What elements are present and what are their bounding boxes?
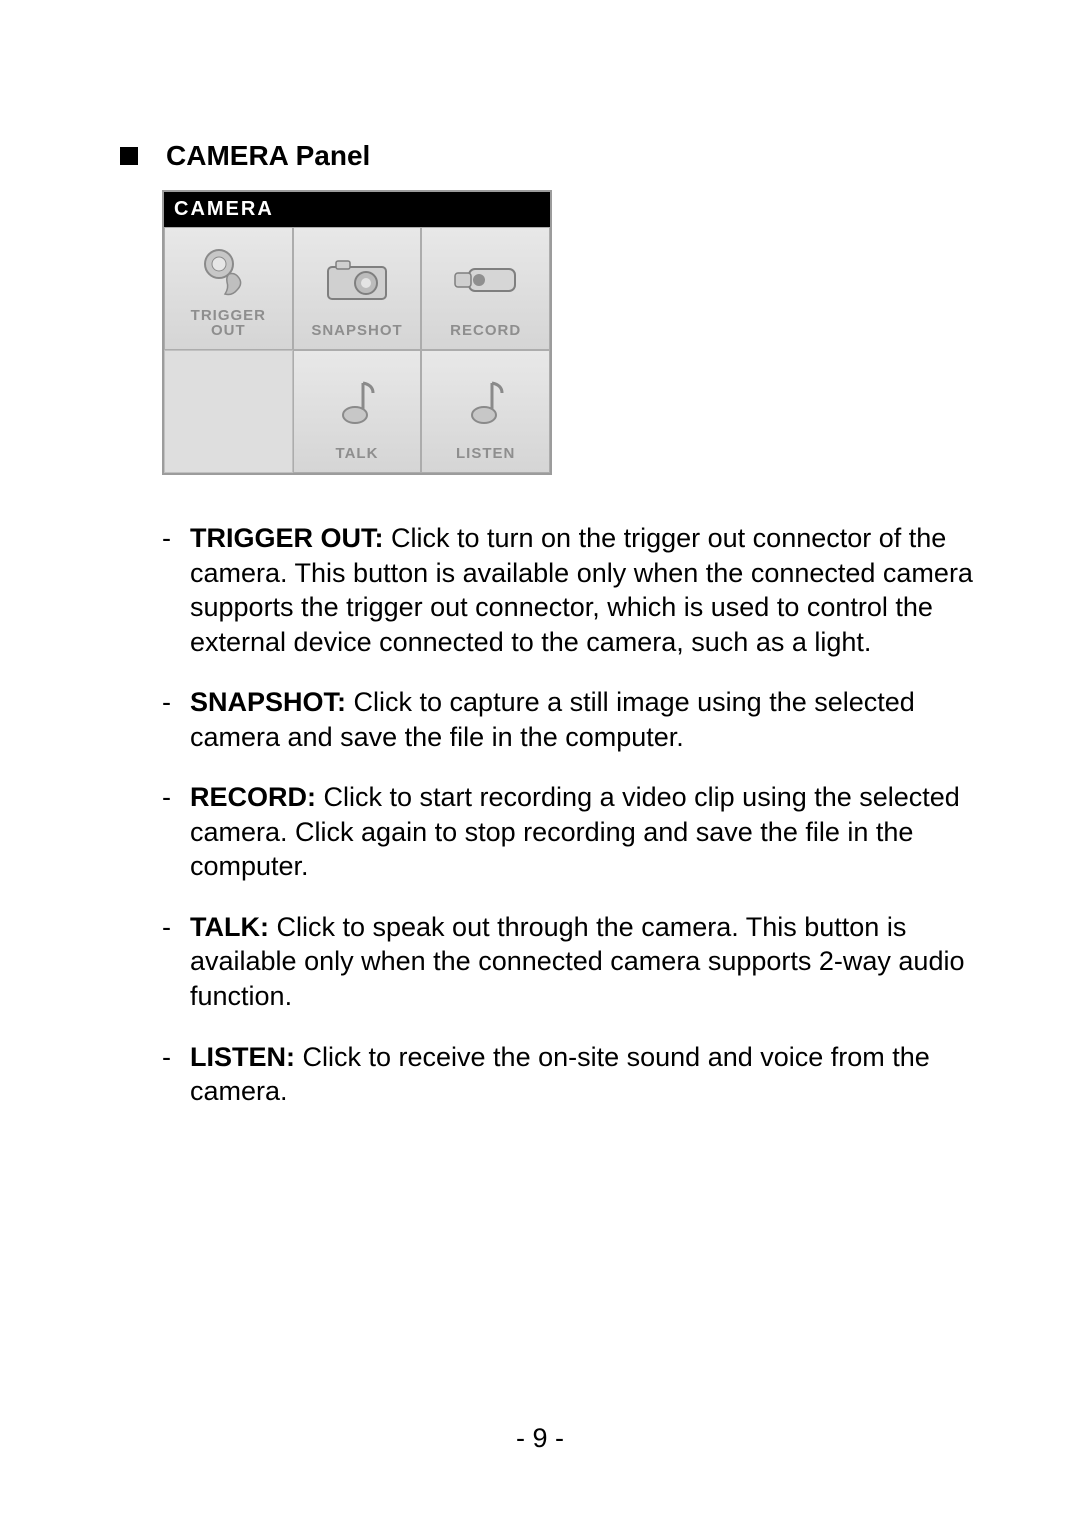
- talk-button[interactable]: TALK: [293, 350, 422, 473]
- section-heading: CAMERA Panel: [166, 140, 370, 172]
- talk-label: TALK: [336, 446, 379, 462]
- camera-panel-grid: TRIGGER OUT SNAPSHOT: [164, 227, 550, 473]
- list-item-body: TALK: Click to speak out through the cam…: [190, 910, 980, 1014]
- description-list: - TRIGGER OUT: Click to turn on the trig…: [110, 521, 980, 1109]
- list-item-body: RECORD: Click to start recording a video…: [190, 780, 980, 884]
- list-item-body: TRIGGER OUT: Click to turn on the trigge…: [190, 521, 980, 659]
- snapshot-icon: [298, 236, 417, 323]
- list-item-term: SNAPSHOT:: [190, 687, 346, 717]
- page-root: CAMERA Panel CAMERA TRIGGER OUT: [0, 0, 1080, 1109]
- list-item-term: LISTEN:: [190, 1042, 295, 1072]
- empty-cell: [164, 350, 293, 473]
- dash-bullet: -: [162, 685, 190, 754]
- talk-icon: [298, 359, 417, 446]
- trigger-out-button[interactable]: TRIGGER OUT: [164, 227, 293, 350]
- dash-bullet: -: [162, 910, 190, 1014]
- list-item: - LISTEN: Click to receive the on-site s…: [162, 1040, 980, 1109]
- list-item: - RECORD: Click to start recording a vid…: [162, 780, 980, 884]
- list-item: - TALK: Click to speak out through the c…: [162, 910, 980, 1014]
- listen-icon: [426, 359, 545, 446]
- dash-bullet: -: [162, 521, 190, 659]
- dash-bullet: -: [162, 780, 190, 884]
- section-heading-row: CAMERA Panel: [110, 140, 980, 172]
- page-number: - 9 -: [0, 1423, 1080, 1454]
- list-item-term: RECORD:: [190, 782, 316, 812]
- camera-panel: CAMERA TRIGGER OUT: [162, 190, 552, 475]
- snapshot-button[interactable]: SNAPSHOT: [293, 227, 422, 350]
- list-item: - TRIGGER OUT: Click to turn on the trig…: [162, 521, 980, 659]
- snapshot-label: SNAPSHOT: [311, 323, 402, 339]
- record-button[interactable]: RECORD: [421, 227, 550, 350]
- list-item-body: LISTEN: Click to receive the on-site sou…: [190, 1040, 980, 1109]
- list-item-body: SNAPSHOT: Click to capture a still image…: [190, 685, 980, 754]
- camera-panel-title: CAMERA: [164, 192, 550, 227]
- list-item-term: TALK:: [190, 912, 269, 942]
- square-bullet-icon: [120, 147, 138, 165]
- dash-bullet: -: [162, 1040, 190, 1109]
- record-icon: [426, 236, 545, 323]
- trigger-out-label: TRIGGER OUT: [191, 308, 266, 340]
- trigger-out-icon: [169, 236, 288, 308]
- record-label: RECORD: [450, 323, 521, 339]
- list-item-text: Click to speak out through the camera. T…: [190, 912, 964, 1011]
- listen-button[interactable]: LISTEN: [421, 350, 550, 473]
- list-item-term: TRIGGER OUT:: [190, 523, 384, 553]
- list-item: - SNAPSHOT: Click to capture a still ima…: [162, 685, 980, 754]
- listen-label: LISTEN: [456, 446, 515, 462]
- list-item-text: Click to receive the on-site sound and v…: [190, 1042, 930, 1107]
